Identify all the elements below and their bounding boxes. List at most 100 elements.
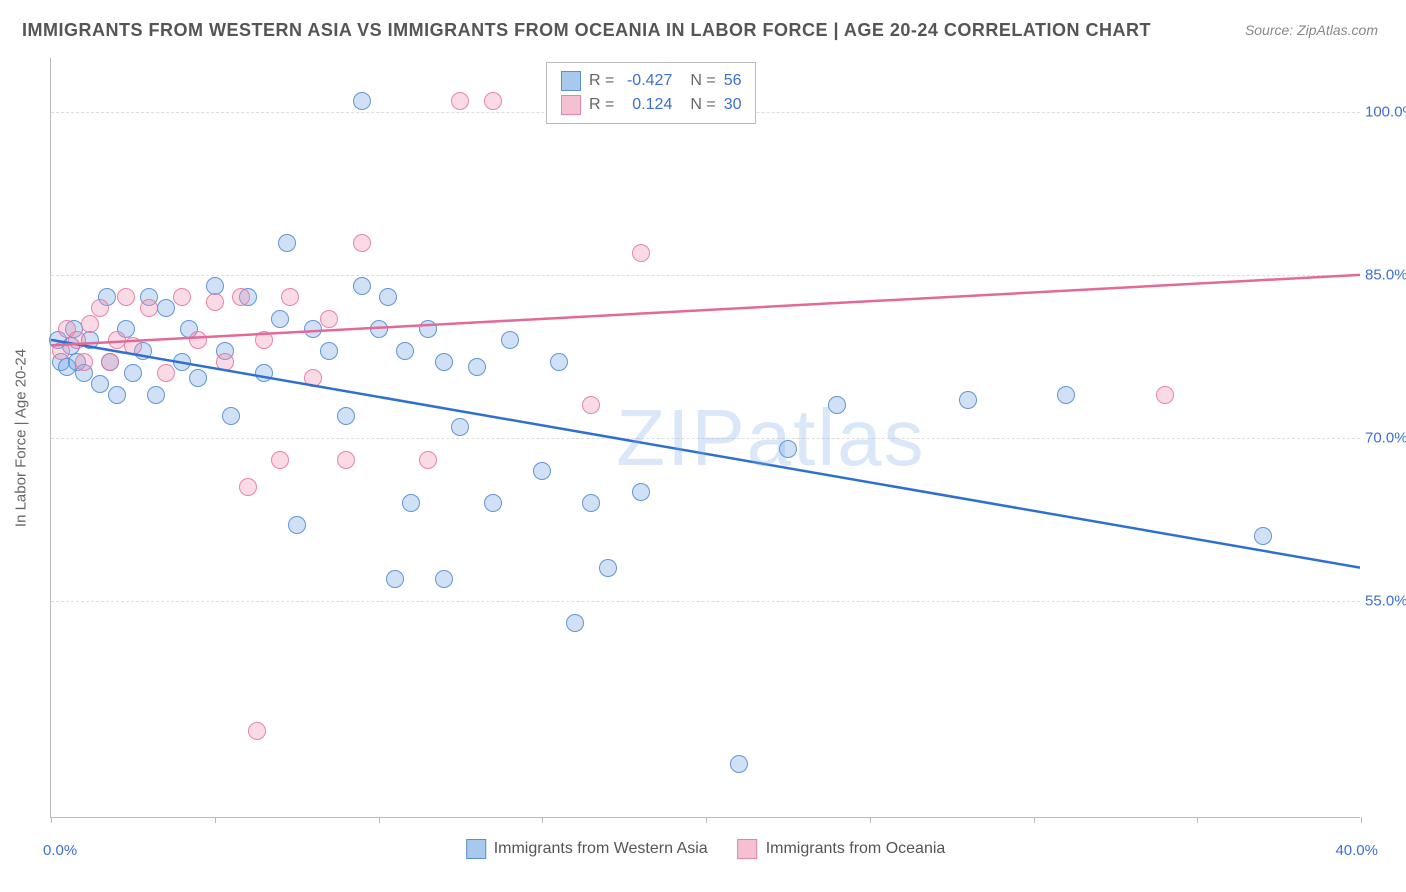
data-point bbox=[451, 92, 469, 110]
x-tick bbox=[870, 817, 871, 823]
data-point bbox=[582, 494, 600, 512]
legend-item: Immigrants from Western Asia bbox=[466, 839, 708, 859]
data-point bbox=[419, 320, 437, 338]
data-point bbox=[566, 614, 584, 632]
data-point bbox=[419, 451, 437, 469]
legend-label: Immigrants from Oceania bbox=[766, 840, 946, 858]
chart-title: IMMIGRANTS FROM WESTERN ASIA VS IMMIGRAN… bbox=[22, 20, 1151, 41]
data-point bbox=[1254, 527, 1272, 545]
n-value: 56 bbox=[724, 72, 742, 90]
x-axis-min-label: 0.0% bbox=[43, 842, 77, 859]
x-tick bbox=[1361, 817, 1362, 823]
y-tick-label: 85.0% bbox=[1365, 267, 1406, 284]
x-tick bbox=[1034, 817, 1035, 823]
legend-item: Immigrants from Oceania bbox=[738, 839, 946, 859]
data-point bbox=[222, 407, 240, 425]
data-point bbox=[206, 293, 224, 311]
data-point bbox=[632, 244, 650, 262]
data-point bbox=[435, 570, 453, 588]
data-point bbox=[271, 310, 289, 328]
gridline bbox=[51, 438, 1360, 439]
data-point bbox=[320, 310, 338, 328]
data-point bbox=[402, 494, 420, 512]
data-point bbox=[68, 331, 86, 349]
source-attribution: Source: ZipAtlas.com bbox=[1245, 22, 1378, 38]
data-point bbox=[124, 364, 142, 382]
data-point bbox=[108, 386, 126, 404]
legend-label: Immigrants from Western Asia bbox=[494, 840, 708, 858]
data-point bbox=[173, 288, 191, 306]
data-point bbox=[582, 396, 600, 414]
y-tick-label: 100.0% bbox=[1365, 104, 1406, 121]
correlation-row: R =0.124N = 30 bbox=[561, 93, 741, 117]
chart-container: IMMIGRANTS FROM WESTERN ASIA VS IMMIGRAN… bbox=[0, 0, 1406, 892]
data-point bbox=[435, 353, 453, 371]
data-point bbox=[353, 277, 371, 295]
legend-swatch bbox=[466, 839, 486, 859]
data-point bbox=[386, 570, 404, 588]
data-point bbox=[730, 755, 748, 773]
data-point bbox=[959, 391, 977, 409]
data-point bbox=[91, 299, 109, 317]
data-point bbox=[173, 353, 191, 371]
data-point bbox=[281, 288, 299, 306]
data-point bbox=[101, 353, 119, 371]
gridline bbox=[51, 601, 1360, 602]
data-point bbox=[1057, 386, 1075, 404]
legend-swatch bbox=[561, 71, 581, 91]
data-point bbox=[828, 396, 846, 414]
x-tick bbox=[51, 817, 52, 823]
data-point bbox=[124, 337, 142, 355]
trend-line bbox=[51, 340, 1360, 568]
data-point bbox=[232, 288, 250, 306]
y-tick-label: 70.0% bbox=[1365, 430, 1406, 447]
data-point bbox=[189, 331, 207, 349]
data-point bbox=[451, 418, 469, 436]
data-point bbox=[353, 234, 371, 252]
watermark-bold: ZIP bbox=[616, 393, 746, 482]
data-point bbox=[255, 364, 273, 382]
data-point bbox=[337, 451, 355, 469]
legend-swatch bbox=[738, 839, 758, 859]
data-point bbox=[117, 288, 135, 306]
series-legend: Immigrants from Western Asia Immigrants f… bbox=[466, 839, 946, 859]
x-tick bbox=[542, 817, 543, 823]
data-point bbox=[108, 331, 126, 349]
x-axis-max-label: 40.0% bbox=[1335, 842, 1378, 859]
plot-area: In Labor Force | Age 20-24 55.0%70.0%85.… bbox=[50, 58, 1360, 818]
y-tick-label: 55.0% bbox=[1365, 592, 1406, 609]
data-point bbox=[91, 375, 109, 393]
data-point bbox=[779, 440, 797, 458]
gridline bbox=[51, 275, 1360, 276]
data-point bbox=[288, 516, 306, 534]
data-point bbox=[278, 234, 296, 252]
data-point bbox=[140, 299, 158, 317]
data-point bbox=[550, 353, 568, 371]
x-tick bbox=[1197, 817, 1198, 823]
data-point bbox=[239, 478, 257, 496]
correlation-row: R =-0.427N = 56 bbox=[561, 69, 741, 93]
data-point bbox=[353, 92, 371, 110]
data-point bbox=[75, 353, 93, 371]
y-axis-label: In Labor Force | Age 20-24 bbox=[13, 348, 30, 526]
data-point bbox=[255, 331, 273, 349]
data-point bbox=[157, 299, 175, 317]
data-point bbox=[484, 494, 502, 512]
legend-swatch bbox=[561, 95, 581, 115]
data-point bbox=[271, 451, 289, 469]
n-value: 30 bbox=[724, 96, 742, 114]
data-point bbox=[81, 315, 99, 333]
data-point bbox=[632, 483, 650, 501]
data-point bbox=[501, 331, 519, 349]
data-point bbox=[320, 342, 338, 360]
n-label: N = bbox=[690, 72, 715, 90]
n-label: N = bbox=[690, 96, 715, 114]
trend-line bbox=[51, 275, 1360, 345]
data-point bbox=[1156, 386, 1174, 404]
data-point bbox=[468, 358, 486, 376]
data-point bbox=[533, 462, 551, 480]
data-point bbox=[370, 320, 388, 338]
r-value: -0.427 bbox=[622, 72, 672, 90]
data-point bbox=[304, 320, 322, 338]
data-point bbox=[157, 364, 175, 382]
